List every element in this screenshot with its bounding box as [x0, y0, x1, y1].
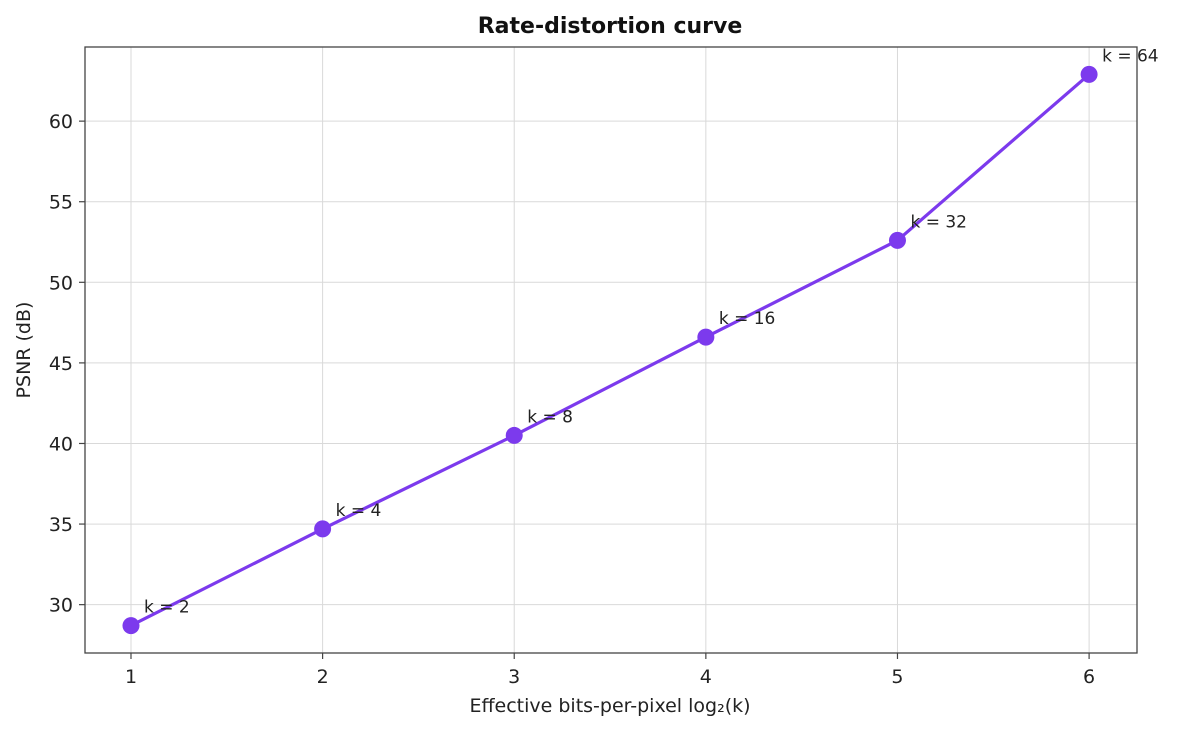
y-tick-label: 40 — [49, 433, 73, 455]
x-tick-label: 4 — [700, 666, 712, 688]
data-point — [1080, 65, 1098, 83]
data-point — [505, 426, 523, 444]
series-line — [129, 72, 1091, 628]
y-tick-label: 60 — [49, 111, 73, 133]
y-axis-label: PSNR (dB) — [13, 302, 35, 399]
point-annotation: k = 64 — [1102, 46, 1159, 66]
x-tick-label: 5 — [891, 666, 903, 688]
x-tick-label: 2 — [317, 666, 329, 688]
x-tick-label: 1 — [125, 666, 137, 688]
data-point — [697, 328, 715, 346]
x-tick-label: 3 — [508, 666, 520, 688]
point-annotation: k = 8 — [527, 407, 573, 427]
plot-frame — [84, 46, 1138, 654]
chart-title: Rate-distortion curve — [478, 14, 743, 39]
y-tick-label: 30 — [49, 595, 73, 617]
data-point — [314, 520, 332, 538]
data-point — [888, 231, 906, 249]
y-tick-label: 55 — [49, 192, 73, 214]
y-tick-label: 50 — [49, 272, 73, 294]
data-point — [122, 617, 140, 635]
x-tick-label: 6 — [1083, 666, 1095, 688]
point-annotation: k = 4 — [336, 501, 382, 521]
point-annotation: k = 32 — [910, 212, 967, 232]
point-annotation: k = 2 — [144, 598, 190, 618]
x-axis-label: Effective bits-per-pixel log₂(k) — [469, 695, 750, 717]
series-layer: k = 2 k = 4 k = 8 k = 16 k = 32 k = 64 — [122, 46, 1159, 635]
grid-layer — [85, 47, 1137, 653]
point-annotation: k = 16 — [719, 309, 776, 329]
y-tick-label: 35 — [49, 514, 73, 536]
y-tick-label: 45 — [49, 353, 73, 375]
